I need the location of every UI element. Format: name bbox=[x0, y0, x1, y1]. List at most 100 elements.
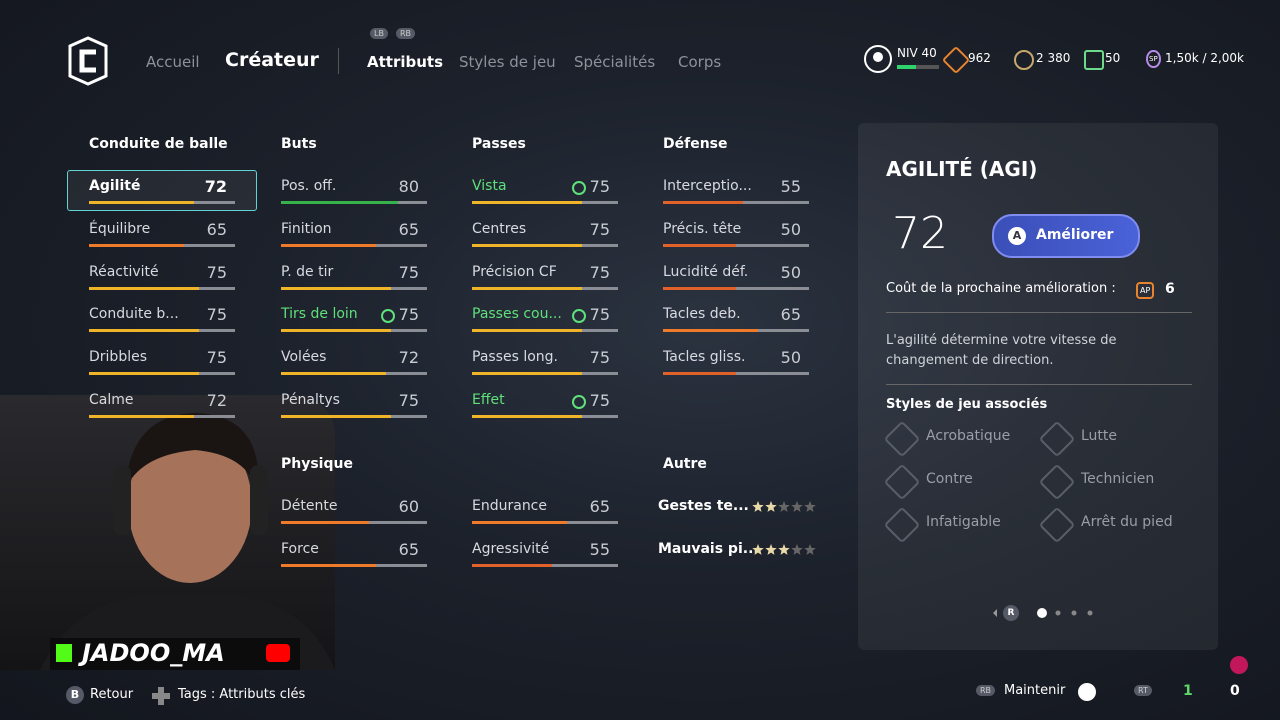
bar-fill bbox=[89, 286, 199, 290]
attribute-value: 50 bbox=[780, 219, 801, 239]
attribute-name: Dribbles bbox=[89, 349, 147, 366]
attribute-name: Centres bbox=[472, 220, 527, 237]
bar-fill bbox=[472, 521, 567, 524]
bar-fill bbox=[663, 201, 744, 204]
section-title: Passes bbox=[472, 136, 526, 152]
attribute-value: 55 bbox=[780, 177, 801, 196]
attribute-name: Conduite b... bbox=[89, 306, 179, 323]
attribute-value: 75 bbox=[589, 177, 610, 196]
name-tag: JADOO_MA bbox=[50, 638, 300, 670]
section-title: Défense bbox=[663, 136, 728, 152]
attribute-name: Tirs de loin bbox=[281, 306, 358, 323]
star-rating bbox=[752, 501, 816, 512]
bar-fill bbox=[472, 372, 582, 376]
tab[interactable]: Attributs bbox=[367, 53, 444, 71]
attribute-value: 75 bbox=[398, 262, 419, 282]
bar-fill bbox=[472, 329, 582, 333]
bar-fill bbox=[663, 329, 758, 333]
sp: 1,50k / 2,00k bbox=[1165, 51, 1245, 65]
footer-back[interactable]: Retour bbox=[90, 687, 134, 702]
button-label: Améliorer bbox=[1036, 227, 1114, 243]
attribute-name: Force bbox=[281, 540, 319, 557]
attribute-value: 75 bbox=[206, 348, 227, 368]
attribute-value: 65 bbox=[589, 497, 610, 516]
divider bbox=[338, 48, 339, 74]
attribute-name: Agressivité bbox=[472, 540, 550, 557]
attribute-value: 75 bbox=[206, 262, 227, 282]
level: NIV 40 bbox=[897, 46, 937, 60]
attribute-value: 60 bbox=[398, 497, 419, 516]
attribute-value: 65 bbox=[780, 305, 801, 325]
bar-fill bbox=[89, 329, 199, 333]
footer-tags[interactable]: Tags : Attributs clés bbox=[178, 687, 306, 702]
attribute-value: 75 bbox=[206, 305, 227, 325]
detail-panel bbox=[858, 123, 1218, 650]
bar-fill bbox=[89, 201, 195, 204]
record-dot bbox=[1230, 656, 1248, 674]
description: L'agilité détermine votre vitesse de cha… bbox=[886, 333, 1117, 368]
tab[interactable]: Créateur bbox=[225, 49, 319, 71]
attribute-name: Volées bbox=[281, 349, 327, 366]
sp-icon: SP bbox=[1146, 50, 1161, 68]
attribute-value: 65 bbox=[398, 539, 419, 559]
attribute-value: 80 bbox=[398, 177, 419, 196]
playstyle-name: Infatigable bbox=[926, 514, 1001, 530]
attribute-name: Précision CF bbox=[472, 263, 557, 280]
bar-fill bbox=[281, 563, 376, 567]
bar-track bbox=[663, 286, 809, 290]
attribute-value: 55 bbox=[589, 539, 610, 559]
bar-fill bbox=[472, 563, 553, 567]
attribute-name: Calme bbox=[89, 392, 134, 408]
attribute-value: 75 bbox=[589, 219, 610, 239]
tab[interactable]: Styles de jeu bbox=[459, 53, 556, 71]
bar-fill bbox=[89, 415, 195, 418]
bar-fill bbox=[281, 372, 387, 376]
divider bbox=[886, 384, 1192, 385]
tab[interactable]: Accueil bbox=[146, 53, 200, 71]
kick-icon bbox=[56, 644, 72, 662]
level-bar bbox=[897, 65, 939, 69]
bar-fill bbox=[89, 372, 199, 376]
bar-track bbox=[663, 372, 809, 376]
bar-fill bbox=[281, 329, 391, 333]
footer-hold[interactable]: Maintenir bbox=[1004, 683, 1066, 698]
attribute-name: Tacles gliss. bbox=[663, 349, 746, 366]
attribute-name: Pénaltys bbox=[281, 392, 340, 408]
youtube-icon bbox=[266, 644, 290, 662]
bar-fill bbox=[472, 286, 582, 290]
star bbox=[778, 501, 790, 512]
star bbox=[778, 543, 790, 555]
attribute-name: Gestes te... bbox=[658, 498, 749, 514]
divider bbox=[886, 312, 1192, 313]
attribute-name: Agilité bbox=[89, 178, 141, 194]
ap-icon bbox=[941, 45, 971, 75]
bar-fill bbox=[281, 521, 369, 524]
tab[interactable]: Spécialités bbox=[574, 53, 656, 71]
attribute-name: P. de tir bbox=[281, 263, 334, 280]
count: 0 bbox=[1230, 683, 1240, 699]
attribute-value: 72 bbox=[206, 391, 227, 410]
detail-value: 72 bbox=[892, 208, 948, 259]
playstyle-name: Lutte bbox=[1081, 428, 1118, 444]
bar-fill bbox=[281, 286, 391, 290]
bar-fill bbox=[663, 372, 736, 376]
attribute-name: Finition bbox=[281, 220, 332, 237]
cost-label: Coût de la prochaine amélioration : bbox=[886, 281, 1116, 296]
attribute-value: 65 bbox=[398, 219, 419, 239]
attribute-value: 75 bbox=[589, 262, 610, 282]
count: 1 bbox=[1183, 683, 1193, 699]
upgrade-button[interactable]: A Améliorer bbox=[992, 214, 1140, 258]
bar-track bbox=[663, 243, 809, 247]
attribute-value: 72 bbox=[204, 177, 227, 196]
attribute-name: Passes cou... bbox=[472, 306, 562, 323]
attribute-value: 75 bbox=[398, 305, 419, 325]
playstyle-icon bbox=[381, 309, 395, 324]
points: 50 bbox=[1105, 51, 1121, 65]
star bbox=[752, 543, 764, 555]
star bbox=[765, 501, 777, 512]
star bbox=[791, 543, 803, 555]
attribute-name: Tacles deb. bbox=[663, 306, 741, 323]
star-rating bbox=[752, 543, 816, 555]
ap: 962 bbox=[968, 51, 991, 65]
tab[interactable]: Corps bbox=[678, 53, 722, 71]
